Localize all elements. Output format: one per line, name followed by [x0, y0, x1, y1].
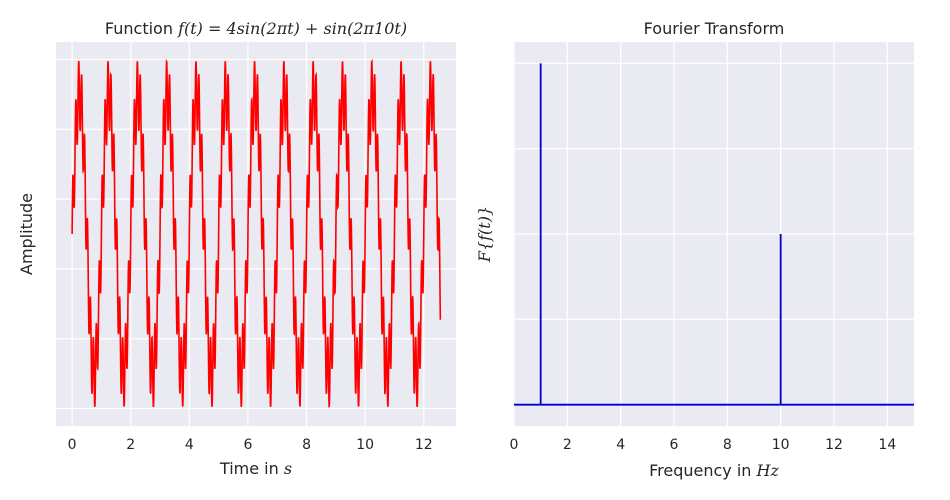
- x-axis-label: Time in s: [219, 459, 292, 478]
- x-tick-labels: 0 2 4 6 8 10 12: [68, 437, 433, 453]
- x-tick-label: 0: [68, 437, 77, 453]
- chart-title: Function f(t) = 4sin(2πt) + sin(2π10t): [105, 19, 407, 38]
- x-tick-label: 4: [185, 437, 194, 453]
- grid: [513, 42, 914, 426]
- x-label-text: Frequency in: [649, 461, 756, 480]
- x-tick-label: 8: [723, 437, 732, 453]
- x-label-unit: s: [284, 459, 292, 478]
- time-domain-plot: 0 2 4 6 8 10 12 Function f(t) = 4sin(2πt) + si…: [17, 19, 456, 478]
- x-tick-labels: 0 2 4 6 8 10 12 14: [510, 437, 897, 453]
- title-math: f(t) = 4sin(2πt) + sin(2π10t): [177, 19, 407, 38]
- x-tick-label: 12: [825, 437, 843, 453]
- x-tick-label: 0: [510, 437, 519, 453]
- x-tick-label: 6: [243, 437, 252, 453]
- x-tick-label: 12: [415, 437, 433, 453]
- title-prefix: Function: [105, 19, 178, 38]
- spectrum-lines: [514, 63, 914, 406]
- x-tick-label: 2: [126, 437, 135, 453]
- x-label-unit: Hz: [756, 461, 780, 480]
- x-axis-label: Frequency in Hz: [649, 461, 779, 480]
- chart-title: Fourier Transform: [644, 19, 785, 38]
- fourier-transform-plot: 0 2 4 6 8 10 12 14 Fourier Transform Frequency …: [475, 19, 914, 480]
- x-tick-label: 6: [670, 437, 679, 453]
- x-tick-label: 14: [878, 437, 896, 453]
- x-tick-label: 8: [302, 437, 311, 453]
- x-tick-label: 2: [563, 437, 572, 453]
- x-tick-label: 4: [616, 437, 625, 453]
- x-tick-label: 10: [772, 437, 790, 453]
- y-axis-label: Amplitude: [17, 193, 36, 275]
- x-label-text: Time in: [219, 459, 284, 478]
- signal-line: [71, 58, 442, 408]
- y-axis-label: F{f(t)}: [475, 206, 494, 263]
- x-tick-label: 10: [356, 437, 374, 453]
